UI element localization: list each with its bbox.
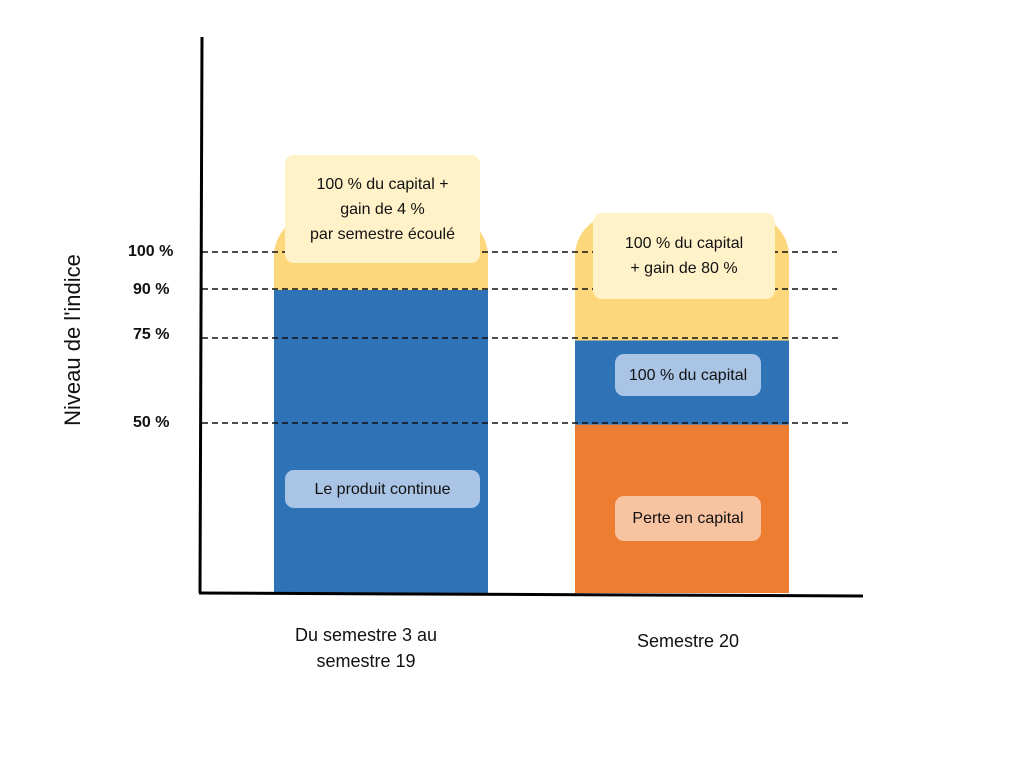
bar1-top-label-line-3: par semestre écoulé [310,225,455,243]
bar1-bottom-segment-label: Le produit continue [285,470,480,508]
tick-label-75: 75 % [133,326,170,343]
tick-label-90: 90 % [133,281,170,298]
y-axis-label: Niveau de l'indice [60,254,85,426]
bar1-top-label-line-1: 100 % du capital + [316,175,449,193]
bar2-middle-segment-label: 100 % du capital [615,354,761,396]
y-axis [198,36,204,594]
bar-1-segment-1 [274,290,488,593]
tick-label-50: 50 % [133,414,170,431]
bar2-bottom-segment-label: Perte en capital [615,496,761,541]
bar1-top-label-line-2: gain de 4 % [340,200,425,218]
bar1-top-segment-label: 100 % du capital + gain de 4 % par semes… [285,155,480,263]
category-label-1-line-2: semestre 19 [316,651,416,671]
category-label-1-line-1: Du semestre 3 au [294,625,438,645]
bar2-top-segment-label: 100 % du capital + gain de 80 % [593,213,775,299]
bar2-top-label-line-1: 100 % du capital [624,235,744,252]
category-label-1: Du semestre 3 au semestre 19 [246,622,486,674]
bar-1 [274,214,488,593]
tick-label-100: 100 % [128,243,174,260]
x-axis [198,591,864,598]
category-label-2: Semestre 20 [636,631,740,651]
bar2-top-label-line-2: + gain de 80 % [630,260,738,277]
